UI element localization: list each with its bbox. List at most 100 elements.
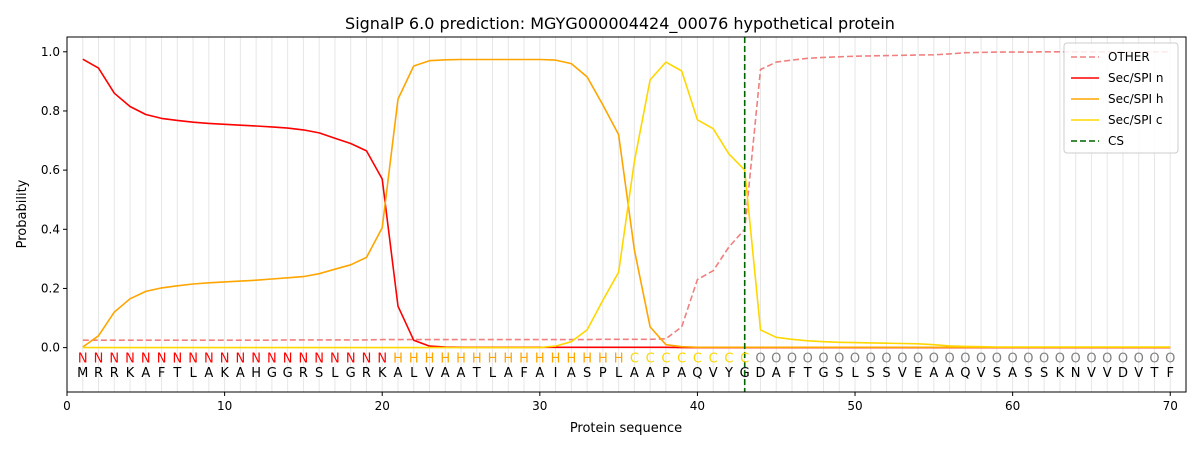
region-label-12: N (251, 351, 261, 366)
residue-57: Q (960, 366, 970, 381)
region-label-2: N (94, 351, 104, 366)
region-label-11: N (235, 351, 245, 366)
region-label-43: C (740, 351, 749, 366)
residue-1: M (77, 366, 88, 381)
region-label-69: O (1149, 351, 1159, 366)
region-label-59: O (992, 351, 1002, 366)
residue-35: L (615, 366, 623, 381)
region-label-18: N (346, 351, 356, 366)
region-label-46: O (787, 351, 797, 366)
residue-46: F (788, 366, 795, 381)
region-label-70: O (1165, 351, 1175, 366)
sequence-layer: NMNRNRNKNANFNTNLNANKNANHNGNGNRNSNLNGNRNK… (77, 351, 1175, 381)
region-label-13: N (267, 351, 277, 366)
legend-box (1063, 42, 1179, 154)
residue-14: G (283, 366, 293, 381)
residue-26: T (472, 366, 481, 381)
region-label-52: O (881, 351, 891, 366)
region-label-17: N (330, 351, 340, 366)
x-tick-label-10: 10 (217, 399, 232, 413)
region-label-61: O (1023, 351, 1033, 366)
region-label-28: H (503, 351, 513, 366)
region-label-64: O (1071, 351, 1081, 366)
region-label-23: H (425, 351, 435, 366)
residue-48: G (818, 366, 828, 381)
residue-68: V (1134, 366, 1143, 381)
region-label-39: C (677, 351, 686, 366)
region-label-56: O (944, 351, 954, 366)
region-label-25: H (456, 351, 466, 366)
region-label-57: O (960, 351, 970, 366)
residue-23: V (425, 366, 434, 381)
y-tick-label-1: 0.2 (41, 281, 60, 295)
region-label-34: H (598, 351, 608, 366)
residue-21: A (394, 366, 403, 381)
residue-27: L (489, 366, 497, 381)
plot-frame (66, 36, 1187, 393)
series-line-sec-spi-h (82, 58, 1171, 349)
x-tick-label-20: 20 (375, 399, 390, 413)
residue-44: D (755, 366, 765, 381)
residue-40: Q (692, 366, 702, 381)
residue-11: A (236, 366, 245, 381)
region-label-30: H (535, 351, 545, 366)
legend: OTHER Sec/SPI n Sec/SPI h Sec/SPI c CS (1063, 42, 1179, 154)
residue-42: Y (724, 366, 733, 381)
region-label-66: O (1102, 351, 1112, 366)
region-label-31: H (551, 351, 561, 366)
chart-title: SignalP 6.0 prediction: MGYG000004424_00… (345, 14, 895, 34)
residue-2: R (94, 366, 103, 381)
region-label-29: H (519, 351, 529, 366)
residue-5: A (141, 366, 150, 381)
residue-39: A (677, 366, 686, 381)
residue-38: P (662, 366, 670, 381)
region-label-1: N (78, 351, 88, 366)
region-label-20: N (377, 351, 387, 366)
legend-label-3: Sec/SPI c (1108, 113, 1162, 127)
residue-12: H (251, 366, 261, 381)
residue-7: T (172, 366, 181, 381)
residue-17: L (331, 366, 339, 381)
region-label-21: H (393, 351, 403, 366)
residue-56: A (945, 366, 954, 381)
residue-65: V (1087, 366, 1096, 381)
residue-28: A (504, 366, 513, 381)
residue-8: L (189, 366, 197, 381)
region-label-68: O (1134, 351, 1144, 366)
region-label-63: O (1055, 351, 1065, 366)
region-label-6: N (157, 351, 167, 366)
residue-13: G (267, 366, 277, 381)
region-label-53: O (897, 351, 907, 366)
x-tick-label-70: 70 (1163, 399, 1178, 413)
region-label-41: C (709, 351, 718, 366)
x-tick-label-0: 0 (63, 399, 71, 413)
grid-layer (82, 37, 1171, 392)
residue-58: V (977, 366, 986, 381)
residue-30: A (535, 366, 544, 381)
residue-37: A (646, 366, 655, 381)
region-label-44: O (755, 351, 765, 366)
residue-70: F (1166, 366, 1173, 381)
legend-label-0: OTHER (1108, 50, 1150, 64)
region-label-49: O (834, 351, 844, 366)
residue-25: A (457, 366, 466, 381)
y-tick-label-3: 0.6 (41, 163, 60, 177)
region-label-27: H (488, 351, 498, 366)
residue-63: K (1056, 366, 1065, 381)
residue-4: K (126, 366, 135, 381)
region-label-33: H (582, 351, 592, 366)
residue-6: F (158, 366, 165, 381)
residue-43: G (740, 366, 750, 381)
y-tick-label-5: 1.0 (41, 45, 60, 59)
region-label-35: H (614, 351, 624, 366)
residue-62: S (1040, 366, 1048, 381)
x-tick-label-60: 60 (1005, 399, 1020, 413)
residue-45: A (772, 366, 781, 381)
residue-61: S (1024, 366, 1032, 381)
region-label-15: N (299, 351, 309, 366)
region-label-4: N (125, 351, 135, 366)
residue-66: V (1103, 366, 1112, 381)
region-label-58: O (976, 351, 986, 366)
legend-label-4: CS (1108, 134, 1124, 148)
